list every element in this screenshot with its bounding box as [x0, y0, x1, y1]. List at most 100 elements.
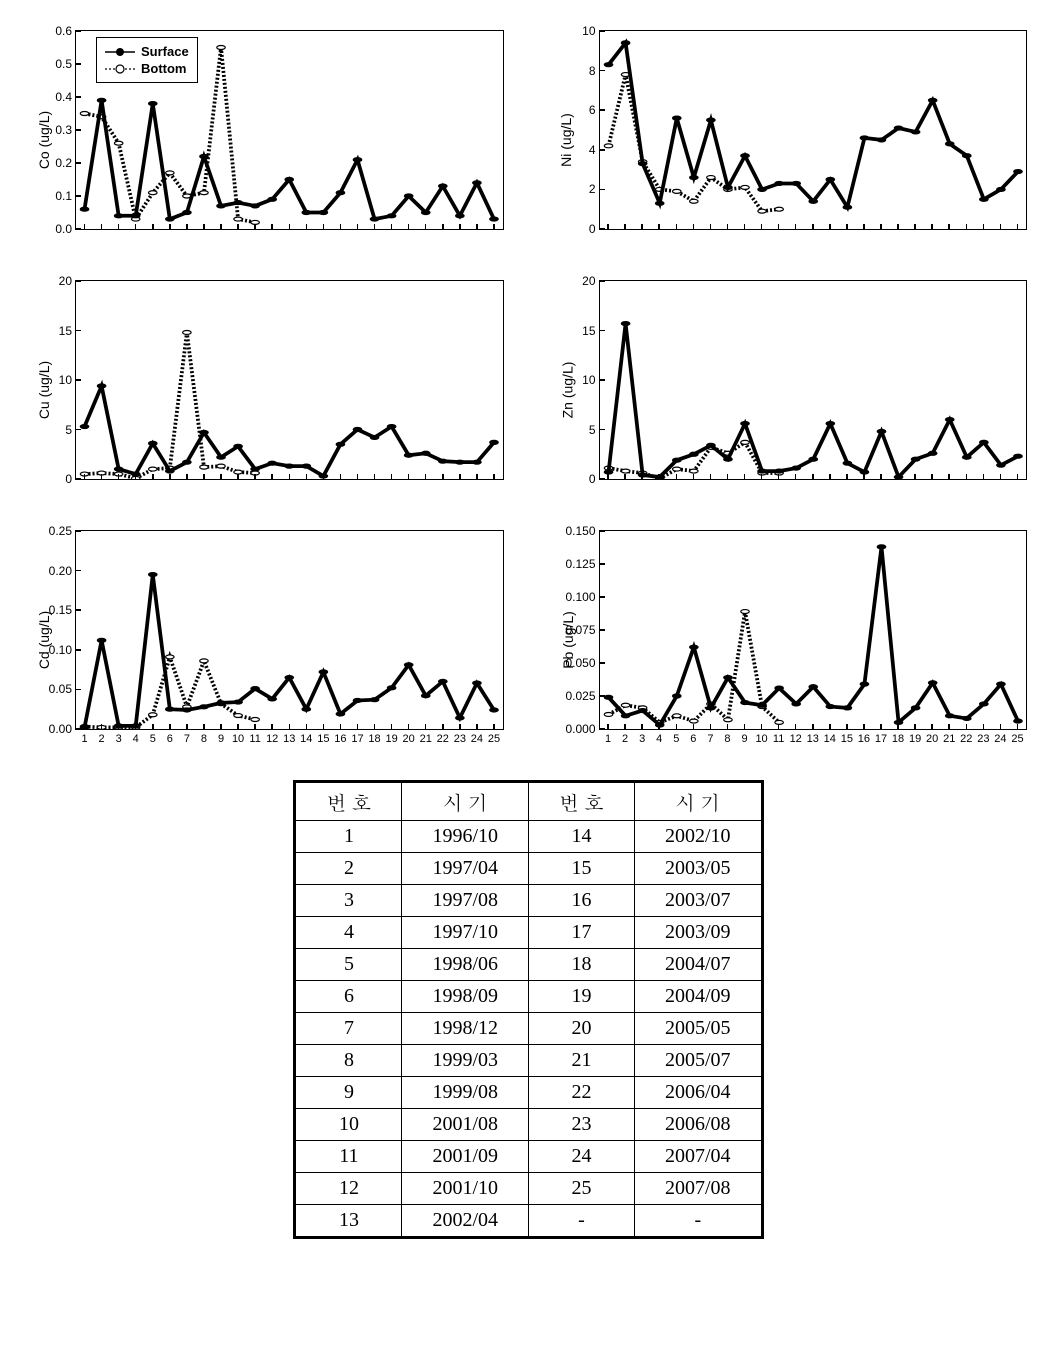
- surface-marker: [945, 142, 954, 146]
- surface-marker: [757, 469, 766, 473]
- surface-marker: [404, 194, 413, 198]
- surface-line: [608, 324, 1017, 477]
- cell-num: 5: [295, 949, 402, 981]
- surface-marker: [114, 467, 123, 471]
- ytick-label: 0.075: [565, 623, 595, 637]
- surface-marker: [672, 694, 681, 698]
- cell-date: 1998/06: [402, 949, 529, 981]
- cell-date: 2001/10: [402, 1173, 529, 1205]
- surface-marker: [979, 197, 988, 201]
- surface-marker: [285, 178, 294, 182]
- xtick-label: 1: [81, 733, 87, 745]
- surface-marker: [353, 699, 362, 703]
- surface-marker: [490, 217, 499, 221]
- cell-date: 1996/10: [402, 821, 529, 853]
- xtick-label: 2: [622, 733, 628, 745]
- cell-date: 1999/08: [402, 1077, 529, 1109]
- surface-marker: [439, 459, 448, 463]
- surface-marker: [757, 703, 766, 707]
- surface-marker: [996, 187, 1005, 191]
- bottom-marker: [740, 610, 749, 614]
- xtick-label: 10: [755, 733, 767, 745]
- surface-marker: [285, 676, 294, 680]
- surface-marker: [183, 460, 192, 464]
- xtick-label: 6: [167, 733, 173, 745]
- xtick-label: 14: [824, 733, 836, 745]
- surface-marker: [689, 452, 698, 456]
- chart-co: Co (ug/L)0.00.10.20.30.40.50.6SurfaceBot…: [20, 20, 514, 260]
- surface-marker: [945, 714, 954, 718]
- ytick-label: 5: [65, 423, 72, 437]
- surface-marker: [439, 184, 448, 188]
- surface-line: [85, 386, 494, 476]
- xtick-label: 7: [707, 733, 713, 745]
- cell-num: -: [529, 1205, 635, 1238]
- bottom-marker: [80, 112, 89, 116]
- surface-marker: [962, 455, 971, 459]
- ytick-label: 0.125: [565, 557, 595, 571]
- surface-marker: [456, 460, 465, 464]
- ytick-label: 0.2: [55, 156, 72, 170]
- table-row: 11996/10142002/10: [295, 821, 762, 853]
- xtick-label: 8: [201, 733, 207, 745]
- legend: SurfaceBottom: [96, 37, 198, 83]
- bottom-marker: [774, 207, 783, 211]
- surface-marker: [723, 185, 732, 189]
- th-date-2: 시 기: [635, 782, 763, 821]
- cell-date: -: [635, 1205, 763, 1238]
- ylabel-cu: Cu (ug/L): [36, 361, 52, 419]
- xtick-label: 12: [790, 733, 802, 745]
- ytick-label: 6: [589, 103, 596, 117]
- xtick-label: 11: [773, 733, 784, 745]
- table-row: 91999/08222006/04: [295, 1077, 762, 1109]
- surface-marker: [404, 663, 413, 667]
- bottom-marker: [672, 467, 681, 471]
- ytick-label: 0.025: [565, 689, 595, 703]
- ytick-label: 20: [59, 274, 72, 288]
- ytick-label: 5: [589, 423, 596, 437]
- bottom-marker: [672, 714, 681, 718]
- surface-marker: [490, 440, 499, 444]
- surface-marker: [319, 211, 328, 215]
- surface-marker: [808, 685, 817, 689]
- bottom-marker: [604, 713, 613, 717]
- ytick-label: 0: [589, 472, 596, 486]
- surface-marker: [353, 428, 362, 432]
- surface-marker: [843, 461, 852, 465]
- xtick-label: 25: [1011, 733, 1023, 745]
- bottom-marker: [200, 191, 209, 195]
- surface-marker: [791, 466, 800, 470]
- xtick-label: 14: [300, 733, 312, 745]
- cell-date: 2006/04: [635, 1077, 763, 1109]
- surface-marker: [131, 214, 140, 218]
- cell-num: 9: [295, 1077, 402, 1109]
- cell-date: 1998/09: [402, 981, 529, 1013]
- bottom-marker: [740, 185, 749, 189]
- cell-num: 7: [295, 1013, 402, 1045]
- xtick-label: 4: [656, 733, 662, 745]
- cell-date: 2006/08: [635, 1109, 763, 1141]
- cell-num: 2: [295, 853, 402, 885]
- surface-marker: [672, 458, 681, 462]
- surface-marker: [928, 98, 937, 102]
- ytick-label: 10: [59, 373, 72, 387]
- cell-date: 2002/04: [402, 1205, 529, 1238]
- surface-marker: [791, 702, 800, 706]
- plot-area-ni: 0246810: [599, 30, 1028, 230]
- surface-marker: [336, 191, 345, 195]
- surface-marker: [183, 708, 192, 712]
- cell-num: 15: [529, 853, 635, 885]
- surface-marker: [655, 201, 664, 205]
- cell-date: 1997/10: [402, 917, 529, 949]
- xtick-label: 11: [249, 733, 260, 745]
- table-row: 61998/09192004/09: [295, 981, 762, 1013]
- plot-area-pb: 0.0000.0250.0500.0750.1000.1250.15012345…: [599, 530, 1028, 730]
- cell-num: 20: [529, 1013, 635, 1045]
- ytick-label: 0.050: [565, 656, 595, 670]
- cell-num: 25: [529, 1173, 635, 1205]
- surface-marker: [166, 469, 175, 473]
- cell-date: 1999/03: [402, 1045, 529, 1077]
- ytick-label: 0.000: [565, 722, 595, 736]
- table-row: 21997/04152003/05: [295, 853, 762, 885]
- surface-marker: [302, 211, 311, 215]
